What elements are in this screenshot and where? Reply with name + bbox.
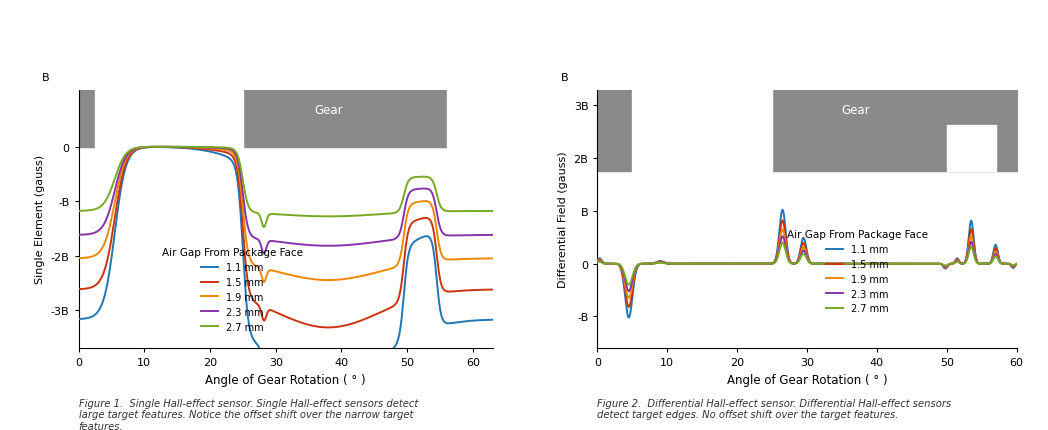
Text: B: B xyxy=(561,73,568,83)
Y-axis label: Single Element (gauss): Single Element (gauss) xyxy=(36,155,45,284)
Y-axis label: Differential Field (gauss): Differential Field (gauss) xyxy=(558,151,568,287)
Text: Gear: Gear xyxy=(314,104,343,117)
Text: Figure 2.  Differential Hall-effect sensor. Differential Hall-effect sensors
det: Figure 2. Differential Hall-effect senso… xyxy=(597,398,952,419)
X-axis label: Angle of Gear Rotation ( ° ): Angle of Gear Rotation ( ° ) xyxy=(726,373,888,386)
Text: Gear: Gear xyxy=(842,104,870,117)
X-axis label: Angle of Gear Rotation ( ° ): Angle of Gear Rotation ( ° ) xyxy=(205,373,366,386)
Legend: 1.1 mm, 1.5 mm, 1.9 mm, 2.3 mm, 2.7 mm: 1.1 mm, 1.5 mm, 1.9 mm, 2.3 mm, 2.7 mm xyxy=(158,244,307,336)
Legend: 1.1 mm, 1.5 mm, 1.9 mm, 2.3 mm, 2.7 mm: 1.1 mm, 1.5 mm, 1.9 mm, 2.3 mm, 2.7 mm xyxy=(783,226,932,318)
Text: B: B xyxy=(42,73,49,83)
Text: Figure 1.  Single Hall-effect sensor. Single Hall-effect sensors detect
large ta: Figure 1. Single Hall-effect sensor. Sin… xyxy=(79,398,418,430)
